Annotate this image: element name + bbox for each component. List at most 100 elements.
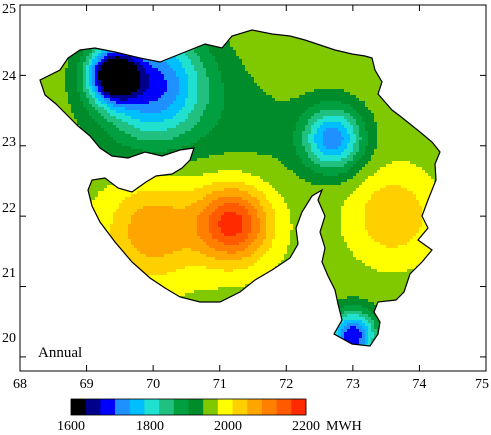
heat-cell	[101, 80, 105, 84]
heat-cell	[230, 86, 234, 90]
heat-cell	[368, 71, 372, 75]
heat-cell	[68, 98, 72, 102]
heat-cell	[221, 83, 225, 87]
heat-cell	[74, 77, 78, 81]
heat-cell	[128, 59, 132, 63]
heat-cell	[365, 74, 369, 78]
heat-cell	[308, 62, 312, 66]
heat-cell	[311, 92, 315, 96]
heat-cell	[314, 47, 318, 51]
heat-cell	[50, 80, 54, 84]
heat-cell	[68, 68, 72, 72]
heat-cell	[107, 59, 111, 63]
heat-cell	[350, 62, 354, 66]
heat-cell	[302, 71, 306, 75]
heat-cell	[80, 92, 84, 96]
heat-cell	[134, 95, 138, 99]
heat-cell	[122, 59, 126, 63]
heat-cell	[311, 74, 315, 78]
heat-cell	[287, 65, 291, 69]
heat-cell	[71, 62, 75, 66]
heat-cell	[86, 95, 90, 99]
heat-cell	[296, 38, 300, 42]
heat-cell	[56, 80, 60, 84]
heat-cell	[62, 77, 66, 81]
heat-cell	[245, 65, 249, 69]
heat-cell	[308, 71, 312, 75]
heat-cell	[161, 83, 165, 87]
heat-cell	[104, 80, 108, 84]
heat-cell	[74, 89, 78, 93]
heat-cell	[116, 86, 120, 90]
heat-cell	[62, 86, 66, 90]
heat-cell	[77, 86, 81, 90]
heat-cell	[302, 98, 306, 102]
heat-cell	[362, 92, 366, 96]
heat-cell	[251, 62, 255, 66]
heat-cell	[278, 47, 282, 51]
heat-cell	[242, 53, 246, 57]
heat-cell	[182, 65, 186, 69]
heat-cell	[302, 80, 306, 84]
heat-cell	[200, 59, 204, 63]
heat-cell	[323, 68, 327, 72]
heat-cell	[275, 41, 279, 45]
heat-cell	[170, 77, 174, 81]
heat-cell	[206, 71, 210, 75]
heat-cell	[200, 80, 204, 84]
heat-cell	[356, 65, 360, 69]
heat-cell	[107, 92, 111, 96]
heat-cell	[110, 59, 114, 63]
heat-cell	[110, 68, 114, 72]
heat-cell	[245, 53, 249, 57]
heat-cell	[71, 89, 75, 93]
heat-cell	[86, 50, 90, 54]
heat-cell	[317, 68, 321, 72]
heat-cell	[65, 74, 69, 78]
heat-cell	[197, 89, 201, 93]
heat-cell	[308, 50, 312, 54]
heat-cell	[221, 50, 225, 54]
heat-cell	[92, 95, 96, 99]
heat-cell	[119, 86, 123, 90]
heat-cell	[239, 77, 243, 81]
heat-cell	[305, 77, 309, 81]
heat-cell	[185, 68, 189, 72]
heat-cell	[62, 74, 66, 78]
heat-cell	[353, 65, 357, 69]
heat-cell	[269, 47, 273, 51]
heat-cell	[308, 65, 312, 69]
heat-cell	[86, 56, 90, 60]
heat-cell	[275, 86, 279, 90]
heat-cell	[269, 35, 273, 39]
heat-cell	[215, 68, 219, 72]
heat-cell	[203, 62, 207, 66]
heat-cell	[227, 98, 231, 102]
heat-cell	[245, 71, 249, 75]
heat-cell	[362, 95, 366, 99]
heat-cell	[242, 41, 246, 45]
heat-cell	[77, 50, 81, 54]
heat-cell	[326, 47, 330, 51]
heat-cell	[86, 98, 90, 102]
heat-cell	[122, 80, 126, 84]
heat-cell	[251, 98, 255, 102]
heat-cell	[200, 83, 204, 87]
heat-cell	[287, 89, 291, 93]
heat-cell	[59, 86, 63, 90]
heat-cell	[179, 95, 183, 99]
heat-cell	[128, 92, 132, 96]
heat-cell	[359, 65, 363, 69]
heat-cell	[101, 83, 105, 87]
heat-cell	[305, 59, 309, 63]
heat-cell	[119, 95, 123, 99]
heat-cell	[308, 74, 312, 78]
heat-cell	[290, 38, 294, 42]
heat-cell	[230, 41, 234, 45]
heat-cell	[320, 86, 324, 90]
heat-cell	[224, 86, 228, 90]
heat-cell	[107, 50, 111, 54]
heat-cell	[356, 92, 360, 96]
heat-cell	[314, 65, 318, 69]
heat-cell	[236, 47, 240, 51]
